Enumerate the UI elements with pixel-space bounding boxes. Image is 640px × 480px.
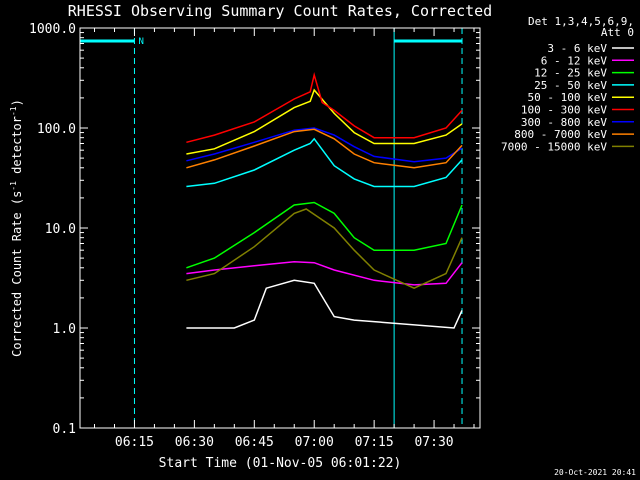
night-label: N (138, 37, 143, 47)
series-line-3-6-kev (186, 279, 463, 329)
timestamp: 20-Oct-2021 20:41 (554, 468, 636, 477)
y-axis-label: Corrected Count Rate (s-1 detector-1) (9, 99, 24, 357)
series-line-300-800-kev (186, 127, 463, 163)
series-line-50-100-kev (186, 88, 463, 155)
legend-entry-label: 300 - 800 keV (521, 116, 607, 129)
y-axis-label-sup: -1 (9, 181, 18, 191)
chart-title: RHESSI Observing Summary Count Rates, Co… (68, 2, 492, 20)
y-tick-label: 1.0 (53, 322, 76, 337)
series-line-800-7000-kev (186, 128, 463, 169)
x-tick-label: 06:30 (175, 435, 214, 450)
legend-entry-label: 3 - 6 keV (547, 42, 607, 55)
y-tick-label: 1000.0 (29, 22, 76, 37)
x-tick-label: 06:15 (115, 435, 154, 450)
series-line-25-50-kev (186, 137, 463, 188)
x-axis-label: Start Time (01-Nov-05 06:01:22) (159, 456, 402, 471)
legend-entry-label: 12 - 25 keV (534, 67, 607, 80)
x-tick-label: 07:15 (355, 435, 394, 450)
x-tick-label: 07:30 (414, 435, 453, 450)
series-line-7000-15000-kev (186, 208, 463, 290)
y-tick-label: 0.1 (53, 422, 76, 437)
y-tick-label: 100.0 (37, 122, 76, 137)
legend-entry-label: 25 - 50 keV (534, 79, 607, 92)
series-line-12-25-kev (186, 201, 463, 269)
x-axis: 06:15 06:30 06:45 07:00 07:15 07:30 (94, 28, 475, 450)
legend-entry-label: 50 - 100 keV (528, 91, 608, 104)
x-tick-label: 07:00 (295, 435, 334, 450)
y-axis-label-main: Corrected Count Rate (s (10, 191, 24, 357)
legend-entry-label: 800 - 7000 keV (514, 128, 607, 141)
series-layer (186, 71, 463, 329)
legend-entry-label: 7000 - 15000 keV (501, 140, 607, 153)
series-line-6-12-kev (186, 260, 463, 286)
y-axis-label-tail: detector (10, 116, 24, 181)
x-tick-label: 06:45 (235, 435, 274, 450)
legend-title-line: Att 0 (601, 26, 634, 39)
series-line-100-300-kev (186, 71, 463, 144)
y-axis: 0.1 1.0 10.0 100.0 1000.0 (29, 22, 480, 437)
legend-entry-label: 100 - 300 keV (521, 104, 607, 117)
y-axis-label-close: ) (10, 99, 24, 106)
y-axis-label-sup2: -1 (9, 106, 18, 116)
legend-entry-label: 6 - 12 keV (541, 54, 608, 67)
y-tick-label: 10.0 (45, 222, 76, 237)
legend-title-line: Det 1,3,4,5,6,9, (528, 15, 634, 28)
